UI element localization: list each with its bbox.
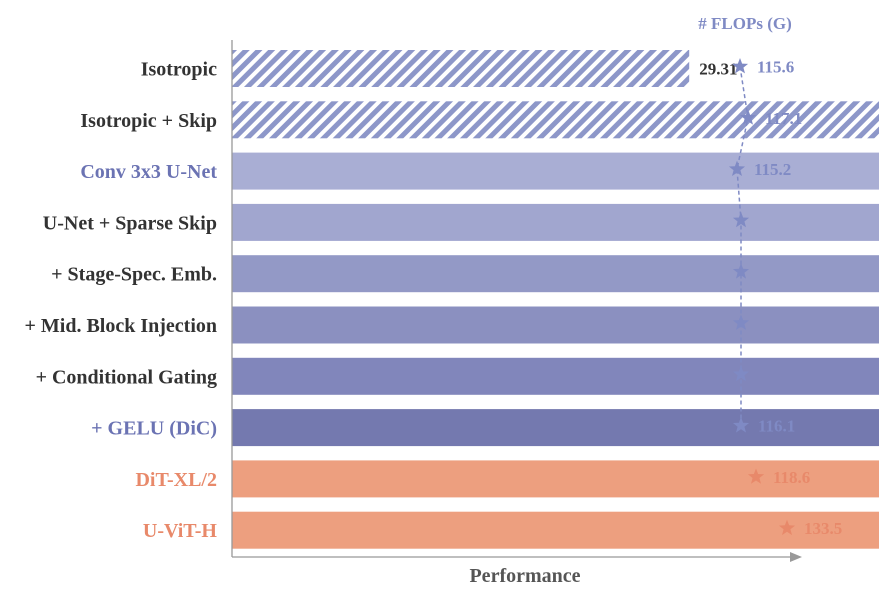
category-label: + Conditional Gating <box>36 366 217 388</box>
flops-star-icon <box>739 109 757 125</box>
bar <box>232 460 879 498</box>
x-axis-arrowhead <box>790 552 802 562</box>
category-label: + Stage-Spec. Emb. <box>51 264 217 286</box>
flops-value-label: 118.6 <box>773 468 810 487</box>
flops-value-label: 133.5 <box>804 519 842 538</box>
flops-layer: # FLOPs (G) 115.6 117.1 115.2 116.1 118.6 133… <box>698 14 842 538</box>
category-label: Isotropic + Skip <box>80 110 217 132</box>
flops-star-icon <box>778 519 796 536</box>
flops-star-icon <box>732 365 750 382</box>
flops-star-icon <box>732 314 750 330</box>
category-label: Isotropic <box>141 59 217 81</box>
category-label: U-Net + Sparse Skip <box>43 212 217 234</box>
axes-layer: Performance <box>231 40 802 587</box>
category-label: DiT-XL/2 <box>135 469 217 491</box>
flops-star-icon <box>732 263 750 279</box>
flops-star-icon <box>732 211 750 228</box>
bar <box>232 203 879 241</box>
value-label: 29.31 <box>699 60 737 79</box>
x-axis-title: Performance <box>469 565 580 587</box>
bar <box>232 152 879 190</box>
bar <box>232 255 879 293</box>
flops-star-icon <box>747 468 765 484</box>
flops-trend-line <box>736 66 749 426</box>
bar <box>232 357 879 395</box>
flops-value-label: 117.1 <box>765 109 802 128</box>
flops-title: # FLOPs (G) <box>698 14 792 33</box>
bar <box>232 306 879 344</box>
flops-star-icon <box>731 58 749 74</box>
flops-star-icon <box>728 160 746 176</box>
bar <box>232 409 879 447</box>
bar <box>232 511 879 549</box>
flops-value-label: 116.1 <box>758 417 795 436</box>
flops-star-icon <box>732 417 750 433</box>
bar <box>232 50 690 87</box>
flops-value-label: 115.2 <box>754 160 791 179</box>
flops-value-label: 115.6 <box>757 58 794 77</box>
bar <box>232 101 879 139</box>
category-label: U-ViT-H <box>143 520 218 542</box>
category-label: + Mid. Block Injection <box>24 315 217 337</box>
category-label: + GELU (DiC) <box>91 418 217 440</box>
category-label: Conv 3x3 U-Net <box>80 161 217 183</box>
